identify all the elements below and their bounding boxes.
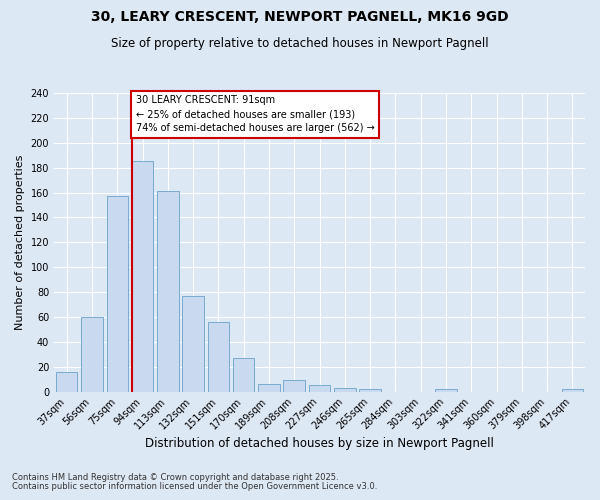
X-axis label: Distribution of detached houses by size in Newport Pagnell: Distribution of detached houses by size …: [145, 437, 494, 450]
Bar: [182, 296, 204, 392]
Bar: [208, 322, 229, 392]
Text: Contains HM Land Registry data © Crown copyright and database right 2025.: Contains HM Land Registry data © Crown c…: [12, 474, 338, 482]
Bar: [283, 380, 305, 392]
Bar: [157, 192, 179, 392]
Bar: [258, 384, 280, 392]
Text: Size of property relative to detached houses in Newport Pagnell: Size of property relative to detached ho…: [111, 38, 489, 51]
Bar: [107, 196, 128, 392]
Bar: [56, 372, 77, 392]
Bar: [359, 389, 381, 392]
Bar: [309, 386, 330, 392]
Bar: [132, 162, 153, 392]
Y-axis label: Number of detached properties: Number of detached properties: [15, 154, 25, 330]
Text: Contains public sector information licensed under the Open Government Licence v3: Contains public sector information licen…: [12, 482, 377, 491]
Bar: [233, 358, 254, 392]
Text: 30 LEARY CRESCENT: 91sqm
← 25% of detached houses are smaller (193)
74% of semi-: 30 LEARY CRESCENT: 91sqm ← 25% of detach…: [136, 96, 374, 134]
Bar: [81, 317, 103, 392]
Bar: [435, 389, 457, 392]
Text: 30, LEARY CRESCENT, NEWPORT PAGNELL, MK16 9GD: 30, LEARY CRESCENT, NEWPORT PAGNELL, MK1…: [91, 10, 509, 24]
Bar: [562, 389, 583, 392]
Bar: [334, 388, 356, 392]
